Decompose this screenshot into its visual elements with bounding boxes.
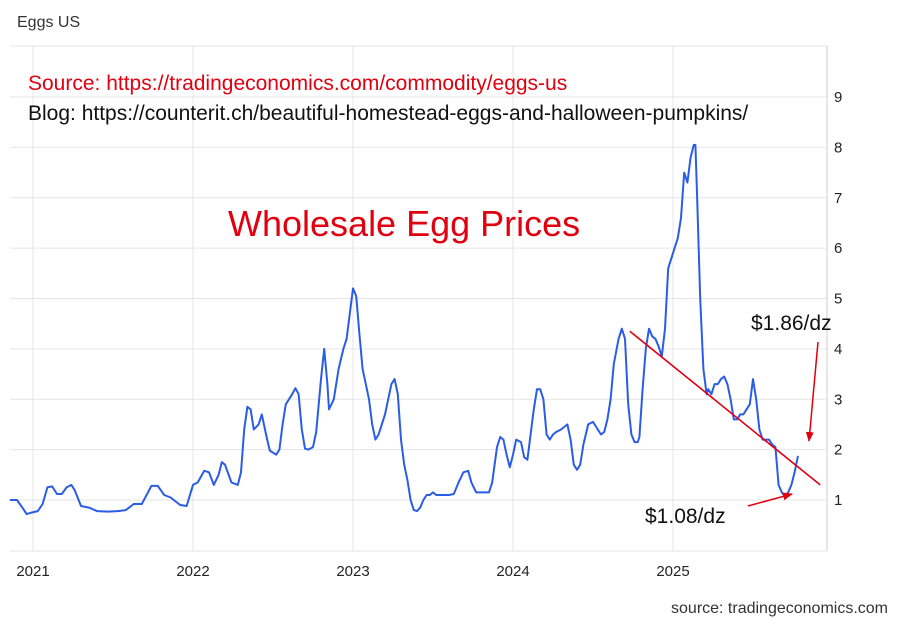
annotation-arrow-high [805, 341, 819, 442]
overlay-blog-line: Blog: https://counterit.ch/beautiful-hom… [28, 102, 748, 125]
overlay-headline: Wholesale Egg Prices [228, 203, 580, 244]
y-tick-label: 1 [834, 492, 842, 509]
x-tick-label: 2023 [336, 563, 369, 580]
y-tick-label: 5 [834, 291, 842, 308]
annotation-arrow-low [747, 492, 793, 507]
y-tick-label: 8 [834, 139, 842, 156]
y-tick-label: 6 [834, 240, 842, 257]
x-axis-ticks: 2021 2022 2023 2024 2025 [16, 563, 689, 580]
y-tick-label: 2 [834, 442, 842, 459]
series-line-eggs [9, 143, 799, 516]
y-axis-ticks: 1 2 3 4 5 6 7 8 9 [834, 89, 842, 509]
grid-layer [10, 45, 828, 552]
x-tick-label: 2021 [16, 563, 49, 580]
overlay-source-line: Source: https://tradingeconomics.com/com… [28, 72, 567, 95]
y-tick-label: 4 [834, 341, 842, 358]
trendline [629, 330, 821, 486]
chart-title: Eggs US [17, 14, 81, 31]
footer-source: source: tradingeconomics.com [671, 600, 888, 617]
x-tick-label: 2022 [176, 563, 209, 580]
x-tick-label: 2025 [656, 563, 689, 580]
annotation-low-label: $1.08/dz [645, 505, 726, 528]
annotation-high-label: $1.86/dz [751, 312, 832, 335]
y-tick-label: 9 [834, 89, 842, 106]
x-tick-label: 2024 [496, 563, 529, 580]
y-tick-label: 7 [834, 190, 842, 207]
y-tick-label: 3 [834, 391, 842, 408]
